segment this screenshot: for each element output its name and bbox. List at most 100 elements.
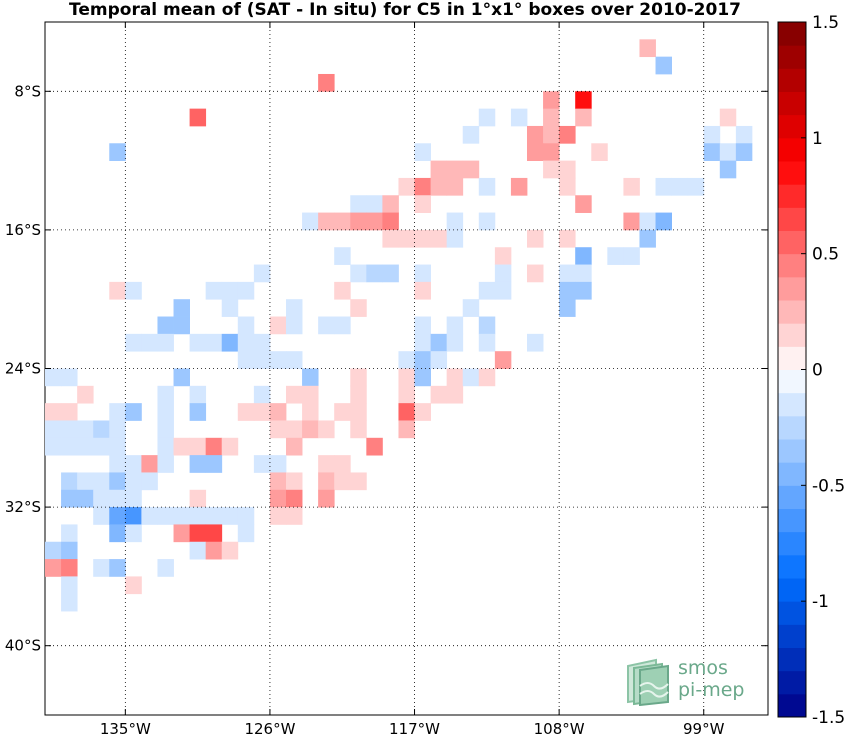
heatmap-cell: [446, 385, 464, 404]
heatmap-cell: [109, 507, 126, 525]
heatmap-cell: [318, 489, 335, 508]
heatmap-cell: [221, 437, 239, 456]
heatmap-cell: [446, 177, 464, 196]
heatmap-cell: [623, 212, 640, 231]
heatmap-cell: [61, 472, 78, 491]
heatmap-cell: [253, 351, 271, 369]
heatmap-cell: [221, 299, 239, 317]
heatmap-cell: [334, 403, 351, 421]
heatmap-cell: [253, 333, 271, 352]
heatmap-cell: [446, 229, 464, 248]
heatmap-cell: [77, 385, 94, 404]
heatmap-cell: [719, 143, 737, 161]
heatmap-cell: [125, 281, 142, 300]
heatmap-cell: [109, 524, 126, 543]
heatmap-cell: [527, 333, 544, 352]
y-tick-label: 40°S: [5, 637, 41, 655]
heatmap-cell: [559, 281, 576, 300]
colorbar-segment: [778, 137, 806, 162]
heatmap-cell: [350, 385, 367, 404]
heatmap-cell: [446, 368, 464, 387]
heatmap-cell: [494, 264, 512, 283]
heatmap-cell: [141, 333, 158, 352]
heatmap-cell: [221, 507, 239, 525]
x-tick-label: 117°W: [389, 720, 440, 738]
heatmap-cell: [157, 403, 174, 421]
watermark-line2: pi-mep: [678, 679, 745, 701]
colorbar-segment: [778, 300, 806, 324]
heatmap-cell: [703, 125, 721, 144]
heatmap-cell: [559, 125, 576, 144]
heatmap-cell: [125, 489, 142, 508]
heatmap-cell: [269, 403, 287, 421]
heatmap-cell: [237, 333, 255, 352]
heatmap-cell: [253, 264, 271, 283]
heatmap-cell: [253, 455, 271, 473]
heatmap-cell: [446, 212, 464, 231]
y-tick-label: 16°S: [5, 221, 41, 239]
heatmap-cell: [109, 437, 126, 456]
heatmap-cell: [350, 403, 367, 421]
heatmap-cell: [350, 212, 367, 231]
heatmap-cell: [414, 316, 431, 335]
heatmap-cell: [462, 299, 480, 317]
heatmap-cell: [189, 489, 207, 508]
heatmap-cell: [366, 195, 383, 213]
heatmap-cell: [575, 195, 592, 213]
heatmap-cell: [189, 403, 207, 421]
heatmap-cell: [559, 299, 576, 317]
heatmap-cell: [125, 507, 142, 525]
heatmap-cell: [77, 472, 94, 491]
heatmap-cell: [157, 420, 174, 439]
heatmap-cell: [189, 385, 207, 404]
heatmap-cell: [510, 108, 528, 127]
heatmap-cell: [446, 160, 464, 179]
heatmap-cell: [93, 559, 110, 577]
colorbar-segment: [778, 68, 806, 92]
heatmap-cell: [269, 316, 287, 335]
colorbar-segment: [778, 22, 806, 46]
waves-icon: [627, 658, 669, 706]
heatmap-cell: [478, 333, 496, 352]
colorbar-segment: [778, 554, 806, 579]
heatmap-cell: [302, 368, 319, 387]
colorbar-segment: [778, 531, 806, 556]
colorbar-segment: [778, 346, 806, 370]
heatmap-cell: [189, 108, 207, 127]
heatmap-cell: [237, 403, 255, 421]
x-tick-label: 99°W: [683, 720, 725, 738]
heatmap-cell: [334, 247, 351, 265]
heatmap-cell: [93, 437, 110, 456]
heatmap-cell: [125, 403, 142, 421]
heatmap-cell: [398, 177, 415, 196]
heatmap-cell: [510, 177, 528, 196]
heatmap-cell: [157, 507, 174, 525]
heatmap-cell: [414, 281, 431, 300]
heatmap-cell: [77, 489, 94, 508]
heatmap-cell: [639, 229, 656, 248]
heatmap-cell: [61, 437, 78, 456]
heatmap-cell: [591, 143, 608, 161]
heatmap-cell: [125, 524, 142, 543]
heatmap-cell: [93, 472, 110, 491]
heatmap-cell: [286, 420, 303, 439]
heatmap-cell: [382, 212, 399, 231]
heatmap-cell: [61, 420, 78, 439]
colorbar-segment: [778, 91, 806, 116]
heatmap-cells: [45, 39, 753, 612]
heatmap-cell: [302, 212, 319, 231]
heatmap-cell: [559, 160, 576, 179]
colorbar-segment: [778, 647, 806, 672]
heatmap-cell: [237, 316, 255, 335]
heatmap-cell: [318, 316, 335, 335]
y-tick-label: 24°S: [5, 360, 41, 378]
heatmap-cell: [77, 437, 94, 456]
heatmap-cell: [237, 507, 255, 525]
heatmap-cell: [398, 420, 415, 439]
colorbar-segment: [778, 624, 806, 648]
heatmap-cell: [575, 247, 592, 265]
heatmap-cell: [141, 455, 158, 473]
heatmap-cell: [494, 247, 512, 265]
heatmap-cell: [237, 281, 255, 300]
